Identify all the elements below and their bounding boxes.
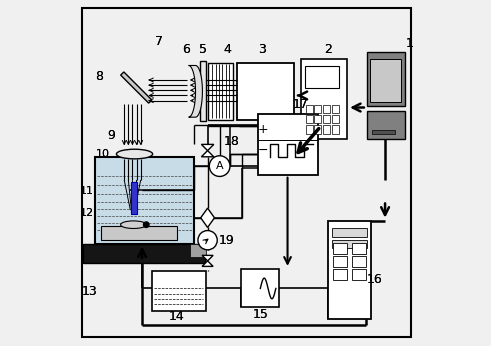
Bar [314, 105, 321, 113]
Polygon shape [201, 208, 215, 227]
Bar [83, 244, 205, 263]
Text: 7: 7 [155, 35, 163, 48]
Bar [131, 182, 136, 215]
Text: 14: 14 [169, 310, 185, 322]
Text: 13: 13 [82, 285, 98, 298]
Polygon shape [202, 255, 213, 261]
Polygon shape [121, 72, 152, 103]
Circle shape [209, 156, 230, 176]
Text: 2: 2 [324, 43, 332, 56]
Text: 19: 19 [218, 234, 234, 247]
Text: 7: 7 [155, 35, 163, 48]
Text: −: − [258, 144, 269, 157]
Bar [333, 256, 347, 267]
Bar [353, 256, 366, 267]
Bar [332, 228, 367, 237]
Text: 9: 9 [107, 129, 115, 142]
Bar [208, 63, 233, 120]
Bar [367, 52, 406, 106]
Text: 16: 16 [367, 273, 382, 286]
Text: 17: 17 [293, 98, 308, 111]
Bar [242, 270, 279, 307]
Polygon shape [189, 65, 202, 117]
Text: 19: 19 [218, 234, 234, 247]
Bar [237, 63, 294, 120]
Bar [323, 126, 330, 134]
Bar [306, 105, 313, 113]
Circle shape [143, 222, 149, 227]
Bar [353, 243, 366, 254]
Bar [370, 59, 401, 102]
Text: 1: 1 [405, 37, 413, 50]
Bar [367, 111, 406, 138]
Bar [306, 115, 313, 124]
Bar [331, 115, 339, 124]
Text: 8: 8 [95, 70, 103, 83]
Text: 9: 9 [107, 129, 115, 142]
Text: 4: 4 [223, 43, 231, 56]
Text: 18: 18 [224, 136, 240, 148]
Text: 16: 16 [367, 273, 382, 286]
Bar [333, 270, 347, 280]
Bar [314, 115, 321, 124]
Text: 10: 10 [95, 149, 109, 159]
Bar [353, 270, 366, 280]
Text: 8: 8 [95, 70, 103, 83]
Bar [191, 244, 206, 257]
Ellipse shape [121, 221, 146, 228]
Text: 11: 11 [80, 186, 94, 196]
Text: 5: 5 [199, 43, 207, 56]
Text: 17: 17 [293, 98, 308, 111]
Text: 15: 15 [253, 308, 269, 321]
Ellipse shape [116, 149, 153, 159]
Text: A: A [216, 161, 223, 171]
Bar [328, 221, 371, 319]
Polygon shape [202, 261, 213, 266]
Text: 11: 11 [80, 186, 94, 196]
Bar [300, 59, 347, 138]
Bar [331, 126, 339, 134]
Text: 15: 15 [253, 308, 269, 321]
Text: 14: 14 [169, 310, 185, 322]
Bar [152, 271, 206, 311]
Bar [372, 130, 395, 134]
Bar [323, 115, 330, 124]
Text: 1: 1 [405, 37, 413, 50]
Text: 13: 13 [82, 285, 98, 298]
Text: 4: 4 [223, 43, 231, 56]
Text: 12: 12 [80, 208, 94, 218]
Bar [200, 61, 206, 121]
Text: 5: 5 [199, 43, 207, 56]
Bar [305, 66, 339, 88]
Polygon shape [201, 144, 214, 151]
Bar [314, 126, 321, 134]
Text: 10: 10 [95, 149, 109, 159]
Text: 6: 6 [182, 43, 190, 56]
Text: 12: 12 [80, 208, 94, 218]
Bar [306, 126, 313, 134]
Text: 3: 3 [258, 43, 266, 56]
Bar [258, 115, 318, 175]
Bar [323, 105, 330, 113]
Text: 2: 2 [324, 43, 332, 56]
Text: 6: 6 [182, 43, 190, 56]
Bar [332, 240, 367, 248]
Bar [331, 105, 339, 113]
Text: +: + [258, 124, 269, 136]
Text: 18: 18 [224, 136, 240, 148]
Bar [101, 226, 177, 240]
Text: 3: 3 [258, 43, 266, 56]
Circle shape [198, 230, 217, 250]
Bar [333, 243, 347, 254]
Bar [95, 157, 194, 244]
Polygon shape [201, 151, 214, 157]
